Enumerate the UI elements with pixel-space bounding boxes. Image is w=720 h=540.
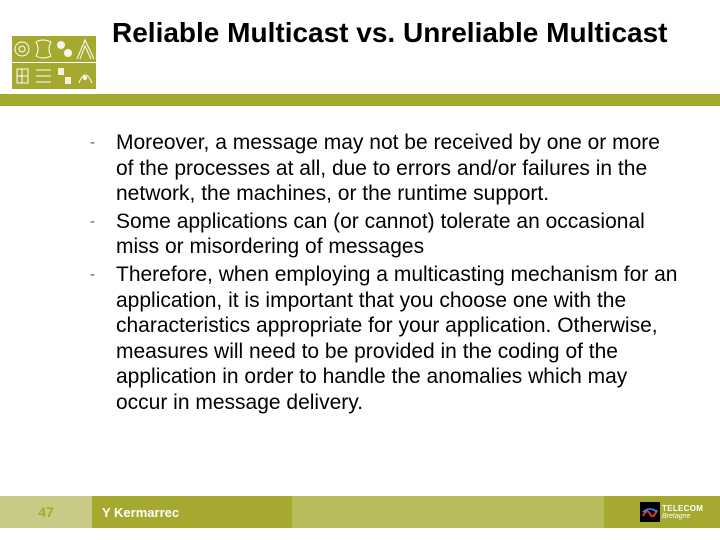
bullet-dash-icon: -	[90, 209, 116, 230]
bullet-text: Therefore, when employing a multicasting…	[116, 262, 680, 416]
institution-logo: TELECOM Bretagne	[640, 499, 710, 525]
header-divider-bar	[0, 94, 720, 106]
slide-header: Reliable Multicast vs. Unreliable Multic…	[0, 0, 720, 104]
header-ornament	[12, 36, 98, 90]
logo-mark-icon	[640, 502, 660, 522]
logo-text: TELECOM Bretagne	[662, 505, 703, 520]
slide: Reliable Multicast vs. Unreliable Multic…	[0, 0, 720, 540]
slide-title: Reliable Multicast vs. Unreliable Multic…	[112, 16, 702, 50]
slide-footer: 47 Y Kermarrec TELECOM Bretagne	[0, 496, 720, 528]
ornament-cell	[54, 36, 75, 62]
ornament-cell	[75, 63, 96, 89]
footer-author: Y Kermarrec	[102, 496, 179, 528]
ornament-cell	[12, 36, 33, 62]
ornament-cell	[33, 63, 54, 89]
bullet-dash-icon: -	[90, 262, 116, 283]
logo-line1: TELECOM	[662, 505, 703, 513]
slide-body: - Moreover, a message may not be receive…	[90, 130, 680, 418]
logo-line2: Bretagne	[662, 513, 703, 520]
bullet-text: Some applications can (or cannot) tolera…	[116, 209, 680, 260]
bullet-item: - Some applications can (or cannot) tole…	[90, 209, 680, 260]
bullet-item: - Therefore, when employing a multicasti…	[90, 262, 680, 416]
footer-band-mid	[292, 496, 604, 528]
slide-number: 47	[0, 496, 92, 528]
ornament-cell	[12, 63, 33, 89]
ornament-cell	[75, 36, 96, 62]
bullet-dash-icon: -	[90, 130, 116, 151]
bullet-item: - Moreover, a message may not be receive…	[90, 130, 680, 207]
bullet-text: Moreover, a message may not be received …	[116, 130, 680, 207]
ornament-cell	[54, 63, 75, 89]
ornament-cell	[33, 36, 54, 62]
